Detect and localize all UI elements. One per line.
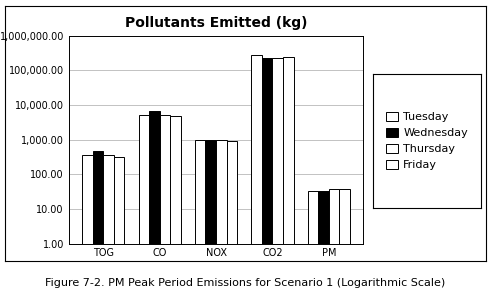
Title: Pollutants Emitted (kg): Pollutants Emitted (kg)	[125, 16, 307, 30]
Bar	[138, 115, 149, 297]
Bar	[82, 155, 93, 297]
Bar	[160, 115, 170, 297]
Legend: Tuesday, Wednesday, Thursday, Friday: Tuesday, Wednesday, Thursday, Friday	[381, 106, 473, 176]
Bar	[329, 189, 339, 297]
Bar	[262, 59, 273, 297]
Bar	[273, 58, 283, 297]
Bar	[205, 140, 216, 297]
Bar	[114, 157, 124, 297]
Bar	[339, 189, 350, 297]
Bar	[93, 151, 103, 297]
Bar	[251, 55, 262, 297]
Bar	[283, 56, 294, 297]
Bar	[308, 191, 318, 297]
Bar	[195, 140, 205, 297]
Bar	[170, 116, 181, 297]
Text: Figure 7-2. PM Peak Period Emissions for Scenario 1 (Logarithmic Scale): Figure 7-2. PM Peak Period Emissions for…	[45, 278, 446, 288]
Bar	[103, 155, 114, 297]
Bar	[216, 140, 227, 297]
Bar	[227, 141, 237, 297]
Bar	[149, 111, 160, 297]
Bar	[318, 191, 329, 297]
